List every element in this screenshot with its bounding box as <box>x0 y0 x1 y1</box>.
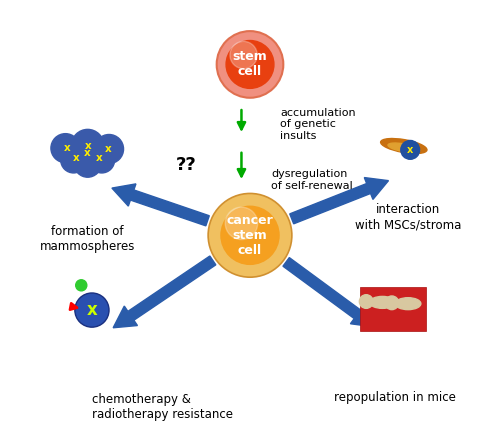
Text: stem
cell: stem cell <box>232 50 268 78</box>
Text: accumulation
of genetic
insults: accumulation of genetic insults <box>280 108 355 141</box>
Circle shape <box>208 194 292 277</box>
Text: formation of
mammospheres: formation of mammospheres <box>40 225 136 253</box>
Text: x: x <box>64 143 70 153</box>
FancyArrowPatch shape <box>238 110 245 129</box>
Text: x: x <box>105 144 112 154</box>
FancyArrow shape <box>283 258 374 327</box>
Circle shape <box>51 134 80 163</box>
Ellipse shape <box>380 138 427 154</box>
Text: chemotherapy &
radiotherapy resistance: chemotherapy & radiotherapy resistance <box>92 393 233 421</box>
Circle shape <box>216 31 284 98</box>
FancyBboxPatch shape <box>360 287 426 332</box>
Circle shape <box>89 147 114 173</box>
Text: repopulation in mice: repopulation in mice <box>334 391 456 404</box>
Circle shape <box>385 296 398 310</box>
Circle shape <box>225 207 258 239</box>
Text: x: x <box>85 141 92 150</box>
Circle shape <box>360 295 373 308</box>
Ellipse shape <box>370 296 395 308</box>
Text: interaction
with MSCs/stroma: interaction with MSCs/stroma <box>355 203 462 231</box>
FancyArrow shape <box>290 178 388 224</box>
FancyArrowPatch shape <box>70 303 77 310</box>
Circle shape <box>76 280 87 291</box>
Circle shape <box>75 293 109 327</box>
Text: x: x <box>96 154 102 163</box>
FancyArrow shape <box>112 184 210 226</box>
Circle shape <box>221 206 279 264</box>
Text: ??: ?? <box>176 156 197 174</box>
Text: dysregulation
of self-renewal: dysregulation of self-renewal <box>272 169 353 190</box>
Ellipse shape <box>395 298 421 310</box>
Circle shape <box>230 41 258 69</box>
Circle shape <box>401 141 419 159</box>
Circle shape <box>72 129 104 162</box>
Circle shape <box>226 40 274 89</box>
Circle shape <box>61 147 86 173</box>
FancyArrow shape <box>113 256 216 328</box>
FancyArrowPatch shape <box>238 153 245 176</box>
Text: x: x <box>86 301 98 319</box>
Text: x: x <box>407 145 414 155</box>
Ellipse shape <box>388 143 420 153</box>
Circle shape <box>74 150 102 177</box>
Text: x: x <box>84 148 91 158</box>
Text: cancer
stem
cell: cancer stem cell <box>226 214 274 257</box>
Circle shape <box>94 134 124 164</box>
Text: x: x <box>73 153 80 162</box>
